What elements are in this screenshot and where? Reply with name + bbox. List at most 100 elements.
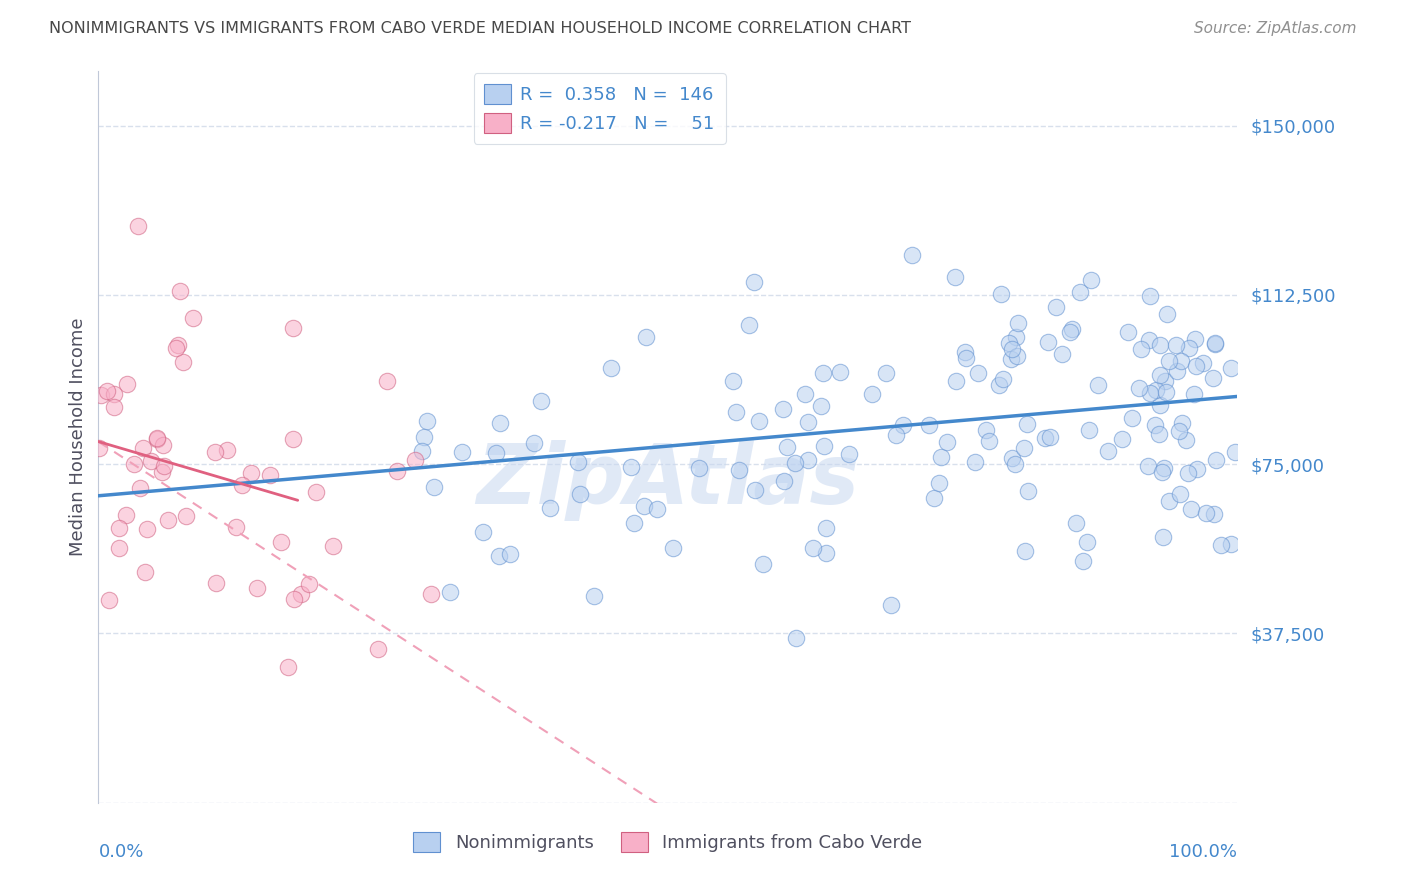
Point [1045, 300, 1067, 314]
Point [1147, 426, 1170, 441]
Point [1004, 330, 1026, 344]
Text: 0.0%: 0.0% [98, 843, 143, 861]
Point [1129, 342, 1152, 356]
Point [176, 509, 198, 524]
Point [917, 418, 939, 433]
Point [107, 541, 129, 555]
Point [152, 438, 174, 452]
Point [1005, 350, 1028, 364]
Point [1087, 377, 1109, 392]
Point [725, 404, 748, 418]
Point [636, 329, 658, 343]
Point [1014, 543, 1036, 558]
Point [1153, 461, 1175, 475]
Point [1205, 453, 1227, 467]
Point [277, 660, 299, 674]
Point [1078, 423, 1101, 437]
Point [953, 345, 976, 359]
Point [582, 589, 605, 603]
Point [811, 366, 834, 380]
Point [246, 581, 269, 595]
Point [974, 423, 997, 437]
Point [131, 442, 153, 456]
Point [936, 434, 959, 449]
Point [499, 547, 522, 561]
Point [1064, 516, 1087, 531]
Point [1144, 418, 1167, 433]
Point [1156, 307, 1178, 321]
Point [1170, 353, 1192, 368]
Point [204, 445, 226, 459]
Point [523, 435, 546, 450]
Point [115, 508, 138, 522]
Point [794, 387, 817, 401]
Point [955, 351, 977, 365]
Point [165, 341, 187, 355]
Point [645, 502, 668, 516]
Point [928, 475, 950, 490]
Point [1182, 387, 1205, 401]
Point [1184, 359, 1206, 374]
Point [813, 439, 835, 453]
Point [742, 276, 765, 290]
Point [420, 587, 443, 601]
Point [744, 483, 766, 497]
Point [204, 576, 226, 591]
Point [1220, 537, 1243, 551]
Point [801, 541, 824, 555]
Point [1136, 459, 1159, 474]
Point [270, 535, 292, 549]
Point [1000, 450, 1022, 465]
Point [290, 587, 312, 601]
Point [146, 431, 169, 445]
Point [489, 416, 512, 430]
Point [451, 445, 474, 459]
Point [1166, 364, 1188, 378]
Point [967, 366, 990, 380]
Point [922, 491, 945, 505]
Point [1154, 374, 1177, 388]
Point [1209, 538, 1232, 552]
Point [1059, 325, 1081, 339]
Point [965, 455, 987, 469]
Point [1149, 338, 1171, 352]
Point [1167, 424, 1189, 438]
Point [129, 481, 152, 495]
Point [688, 461, 710, 475]
Point [90, 388, 112, 402]
Point [167, 338, 190, 352]
Point [530, 394, 553, 409]
Point [89, 441, 111, 455]
Point [599, 360, 621, 375]
Point [891, 417, 914, 432]
Point [1171, 416, 1194, 430]
Point [1191, 356, 1213, 370]
Point [1139, 385, 1161, 400]
Point [929, 450, 952, 465]
Point [97, 592, 120, 607]
Point [1111, 432, 1133, 446]
Point [838, 447, 860, 461]
Point [413, 430, 436, 444]
Point [1168, 487, 1191, 501]
Point [785, 632, 807, 646]
Point [1139, 289, 1161, 303]
Point [322, 539, 344, 553]
Point [987, 377, 1010, 392]
Point [977, 434, 1000, 449]
Point [884, 428, 907, 442]
Point [298, 577, 321, 591]
Point [488, 549, 510, 563]
Point [1220, 361, 1243, 376]
Point [484, 446, 506, 460]
Point [1223, 444, 1246, 458]
Point [1038, 334, 1060, 349]
Point [945, 374, 967, 388]
Point [1175, 433, 1198, 447]
Legend: Nonimmigrants, Immigrants from Cabo Verde: Nonimmigrants, Immigrants from Cabo Verd… [406, 825, 929, 860]
Point [776, 440, 799, 454]
Point [231, 477, 253, 491]
Point [943, 269, 966, 284]
Point [1039, 430, 1062, 444]
Point [810, 399, 832, 413]
